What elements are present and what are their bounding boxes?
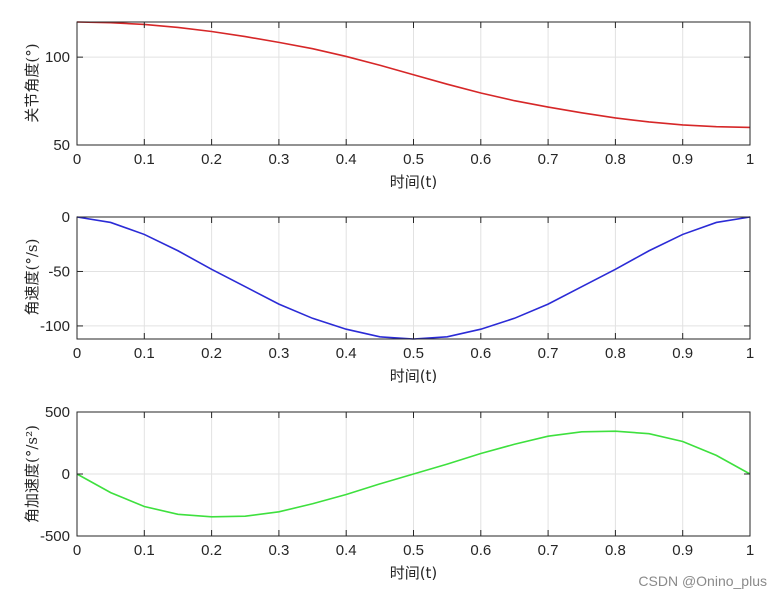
x-tick-label: 0 [73,151,81,168]
y-tick-label: 0 [62,209,70,226]
x-tick-label: 0.9 [672,542,693,559]
x-tick-label: 0.9 [672,151,693,168]
x-tick-label: 0.2 [201,345,222,362]
x-tick-label: 0.7 [538,345,559,362]
x-tick-label: 1 [746,542,754,559]
x-tick-label: 0.7 [538,151,559,168]
series-line [76,430,751,518]
x-tick-label: 0.6 [470,345,491,362]
x-axis-label: 时间(t) [390,564,438,582]
x-tick-label: 0.1 [134,151,155,168]
y-axis-label: 角加速度(°/s²) [23,425,41,523]
x-tick-label: 0.3 [268,542,289,559]
x-tick-label: 0.6 [470,151,491,168]
y-tick-label: -500 [40,528,70,545]
x-tick-label: 0.7 [538,542,559,559]
x-tick-label: 0.8 [605,345,626,362]
y-axis-label: 关节角度(°) [23,43,41,122]
y-tick-label: 50 [53,137,70,154]
x-tick-label: 1 [746,151,754,168]
x-axis-label: 时间(t) [390,367,438,385]
x-tick-label: 1 [746,345,754,362]
x-tick-label: 0.4 [336,542,357,559]
y-tick-label: 500 [45,404,70,421]
series-line [76,21,751,129]
x-tick-label: 0.5 [403,345,424,362]
x-tick-label: 0.1 [134,345,155,362]
x-axis-label: 时间(t) [390,173,438,191]
x-tick-label: 0.5 [403,542,424,559]
x-tick-label: 0.1 [134,542,155,559]
x-tick-label: 0.2 [201,151,222,168]
watermark: CSDN @Onino_plus [638,573,767,589]
subplot-3: 0 0.1 0.2 0.3 0.4 0.5 0.6 0.7 0.8 0.9 1-5000500时间(… [23,404,754,582]
y-axis-label: 角速度(°/s) [23,239,41,316]
x-tick-label: 0.2 [201,542,222,559]
x-tick-label: 0.3 [268,345,289,362]
x-tick-label: 0.8 [605,542,626,559]
y-tick-label: 0 [62,466,70,483]
x-tick-label: 0.5 [403,151,424,168]
x-tick-label: 0.4 [336,345,357,362]
x-tick-label: 0.8 [605,151,626,168]
y-tick-label: -50 [48,263,70,280]
subplot-1: 0 0.1 0.2 0.3 0.4 0.5 0.6 0.7 0.8 0.9 1 50 100 时间(t) 关… [23,21,754,191]
y-tick-label: -100 [40,318,70,335]
x-tick-label: 0.9 [672,345,693,362]
x-tick-label: 0.6 [470,542,491,559]
x-tick-label: 0.4 [336,151,357,168]
x-tick-label: 0 [73,542,81,559]
x-tick-label: 0.3 [268,151,289,168]
y-tick-label: 100 [45,49,70,66]
x-tick-label: 0 [73,345,81,362]
subplot-2: 0 0.1 0.2 0.3 0.4 0.5 0.6 0.7 0.8 0.9 1 -100 -50 0 时间(… [23,209,754,385]
